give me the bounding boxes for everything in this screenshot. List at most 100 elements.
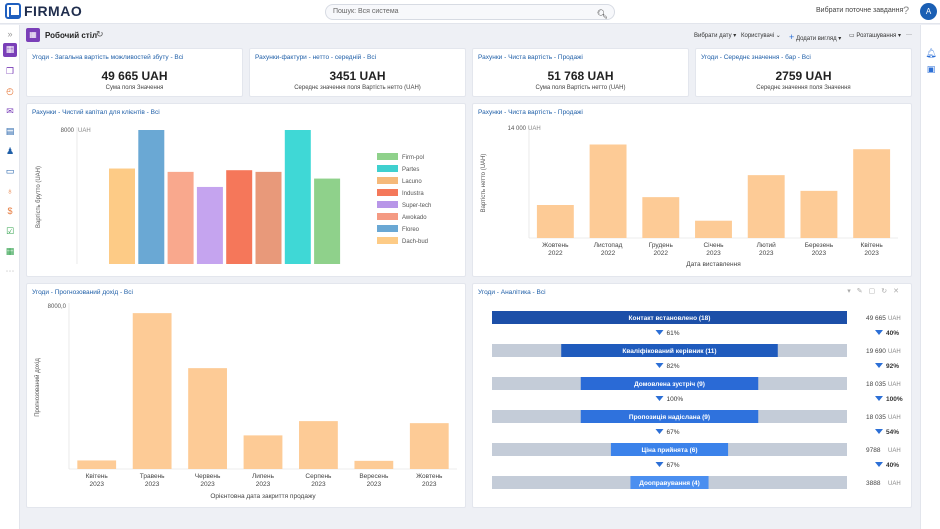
left-sidebar: » ▦ ❐ ◴ ✉ ▤ ♟ ▭ ♁ $ ☑ ▦ ⋯ xyxy=(0,25,20,529)
legend-swatch xyxy=(377,201,398,208)
more-icon[interactable]: ⋯ xyxy=(5,266,15,276)
x-tick-label: Березень xyxy=(805,242,834,249)
chart-title[interactable]: Рахунки - Чистий капітал для клієнтів - … xyxy=(32,109,160,116)
users-dropdown[interactable]: Користувачі ⌄ xyxy=(741,33,781,39)
x-tick-label: Квітень xyxy=(86,472,109,480)
legend-swatch xyxy=(377,189,398,196)
edit-icon[interactable]: ✎ xyxy=(856,288,869,295)
chat-icon[interactable]: ▣ xyxy=(926,64,936,74)
reload-icon[interactable]: ↻ xyxy=(881,288,894,295)
funnel-amount-unit: UAH xyxy=(888,349,901,355)
firmao-logo[interactable]: FIRMAO xyxy=(5,3,82,19)
cumulative-arrow-icon xyxy=(875,363,883,368)
bar xyxy=(243,435,283,469)
legend-label: Industra xyxy=(402,191,424,197)
cumulative-rate: 100% xyxy=(886,396,903,403)
kpi-value: 3451 UAH xyxy=(329,69,386,83)
tasks-icon[interactable]: ☑ xyxy=(5,226,15,236)
add-view-button[interactable]: + Додати вигляд ▾ xyxy=(789,32,842,42)
dashboard-icon[interactable]: ▦ xyxy=(3,43,17,57)
more-menu-icon[interactable]: ··· xyxy=(906,32,912,38)
funnel-stage-bar xyxy=(610,443,729,456)
documents-icon[interactable]: ❐ xyxy=(5,66,15,76)
collapse-icon[interactable]: ▾ xyxy=(847,288,857,295)
legend-swatch xyxy=(377,237,398,244)
x-tick-label: 2023 xyxy=(706,250,721,257)
funnel-stage-label: Дооправування (4) xyxy=(639,480,700,487)
bar xyxy=(77,460,117,469)
conversion-arrow-icon xyxy=(655,363,664,368)
bar xyxy=(188,368,227,469)
funnel-amount-unit: UAH xyxy=(888,382,901,388)
funnel-stage-label: Контакт встановлено (18) xyxy=(629,315,711,322)
dollar-icon[interactable]: $ xyxy=(7,206,13,216)
conversion-rate: 82% xyxy=(667,363,680,370)
bar-industra xyxy=(226,170,253,264)
right-sidebar: 🔔︎ ▣ xyxy=(920,25,940,529)
select-date-dropdown[interactable]: Вибрати дату ▾ xyxy=(694,33,737,39)
select-task-link[interactable]: Вибрати поточне завдання xyxy=(816,7,904,14)
bar-firm-pol xyxy=(314,178,341,264)
conversion-arrow-icon xyxy=(655,429,664,434)
chart-title[interactable]: Угоди - Прогнозований дохід - Всі xyxy=(32,289,133,296)
calendar-icon[interactable]: ▭ xyxy=(5,166,15,176)
funnel-amount: 19 690 xyxy=(866,348,886,355)
spreadsheet-icon[interactable]: ▦ xyxy=(5,246,15,256)
x-tick-label: 2022 xyxy=(548,250,563,257)
refresh-icon[interactable]: ↻ xyxy=(96,29,104,39)
help-icon[interactable]: ? xyxy=(903,5,910,17)
chart-title[interactable]: Угоди - Аналітика - Всі xyxy=(478,289,546,296)
kpi-title[interactable]: Угоди - Загальна вартість можливостей зб… xyxy=(32,54,184,61)
x-tick-label: 2023 xyxy=(759,250,774,257)
kpi-title[interactable]: Рахунки - Чиста вартість - Продажі xyxy=(478,54,583,61)
x-tick-label: 2023 xyxy=(812,250,827,257)
funnel-amount: 9788 xyxy=(866,447,881,454)
funnel-stage-label: Пропозиція надіслана (9) xyxy=(629,413,710,421)
expand-icon[interactable]: » xyxy=(7,29,13,39)
cumulative-rate: 54% xyxy=(886,429,899,436)
x-tick-label: Червень xyxy=(195,473,221,480)
money-bag-icon[interactable]: ♁ xyxy=(6,186,14,196)
layout-button[interactable]: ▭ Розташування ▾ xyxy=(849,33,901,39)
cumulative-arrow-icon xyxy=(875,396,883,401)
y-unit-label: UAH xyxy=(78,128,91,134)
bell-icon[interactable]: 🔔︎ xyxy=(925,48,937,58)
bar-awokado xyxy=(167,171,194,264)
maximize-icon[interactable]: ▢ xyxy=(868,288,882,295)
x-axis-title: Орієнтовна дата закриття продажу xyxy=(210,492,316,500)
x-tick-label: 2023 xyxy=(864,250,879,257)
funnel-amount-unit: UAH xyxy=(888,316,901,322)
bar xyxy=(132,313,172,469)
kpi-title[interactable]: Угоди - Середнє значення - бар - Всі xyxy=(701,54,811,61)
x-tick-label: 2022 xyxy=(601,250,616,257)
legend-swatch xyxy=(377,213,398,220)
customer-equity-chart: 8000 UAH Вартість брутто (UAH) Firm-pol Part… xyxy=(36,127,431,264)
kpi-subtitle: Сума поля Вартість нетто (UAH) xyxy=(535,85,626,91)
chart-title[interactable]: Рахунки - Чиста вартість - Продажі xyxy=(478,109,583,116)
bar xyxy=(800,190,838,238)
y-axis-title: Вартість нетто (UAH) xyxy=(481,154,487,213)
customer-equity-chart-card: Рахунки - Чистий капітал для клієнтів - … xyxy=(26,103,466,277)
contacts-icon[interactable]: ♟ xyxy=(5,146,15,156)
funnel-stage-label: Ціна прийнята (6) xyxy=(641,446,697,454)
funnel-amount-unit: UAH xyxy=(888,448,901,454)
mail-icon[interactable]: ✉ xyxy=(6,106,14,116)
bar xyxy=(299,421,338,469)
company-icon[interactable]: ▤ xyxy=(5,126,15,136)
kpi-title[interactable]: Рахунки-фактури - нетто - середній - Всі xyxy=(255,54,377,61)
search-icon[interactable]: 🔍︎ xyxy=(596,9,608,19)
x-tick-label: Квітень xyxy=(861,241,884,249)
x-axis-title: Дата виставлення xyxy=(686,261,741,268)
bar-super-tech xyxy=(196,186,223,264)
cumulative-arrow-icon xyxy=(875,429,883,434)
x-tick-label: 2023 xyxy=(367,481,382,488)
bar xyxy=(747,175,785,238)
x-tick-label: 2023 xyxy=(145,481,160,488)
legend-swatch xyxy=(377,165,398,172)
search-input[interactable]: Пошук: Вся система 🔍︎ xyxy=(325,4,615,20)
close-icon[interactable]: ✕ xyxy=(893,288,905,295)
kpi-card-4: Угоди - Середнє значення - бар - Всі 275… xyxy=(695,48,912,97)
alarm-icon[interactable]: ◴ xyxy=(6,86,14,96)
x-tick-label: 2023 xyxy=(311,481,326,488)
avatar[interactable]: A xyxy=(920,3,937,20)
